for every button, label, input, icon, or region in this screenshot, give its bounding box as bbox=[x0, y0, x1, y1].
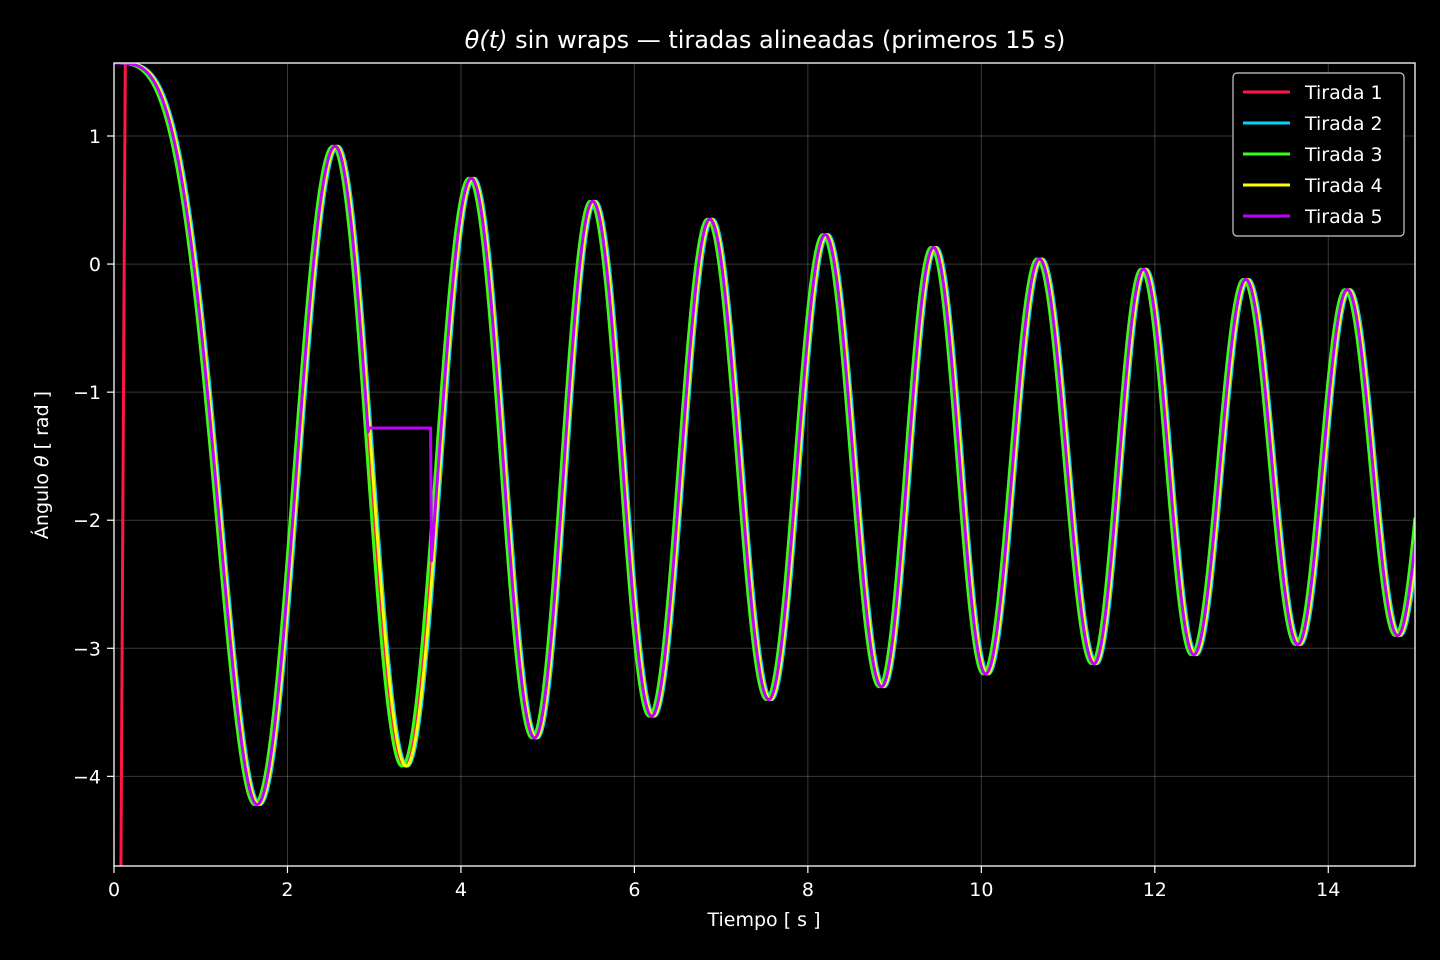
legend-label-tirada-2: Tirada 2 bbox=[1304, 113, 1383, 135]
chart-title: θ(t) sin wraps — tiradas alineadas (prim… bbox=[465, 26, 1066, 54]
x-axis-label: Tiempo [ s ] bbox=[706, 909, 820, 931]
series-group bbox=[114, 63, 1415, 866]
y-axis-label-symbol: θ bbox=[31, 455, 53, 467]
series-line-tirada-3 bbox=[114, 63, 1415, 807]
y-axis-label: Ángulo θ [ rad ] bbox=[30, 391, 53, 539]
series-line-tirada-4 bbox=[114, 63, 1415, 807]
x-tick-label: 0 bbox=[108, 879, 120, 901]
plot-frame bbox=[113, 62, 1416, 867]
x-tick-label: 10 bbox=[969, 879, 993, 901]
x-tick-label: 6 bbox=[628, 879, 640, 901]
y-axis-label-suffix: [ rad ] bbox=[31, 391, 53, 455]
y-axis-label-prefix: Ángulo bbox=[30, 467, 53, 539]
x-tick-label: 4 bbox=[455, 879, 467, 901]
ticks: 0 2 4 6 8 10 12 14 −4 −3 −2 −1 0 1 bbox=[73, 126, 1340, 901]
legend-label-tirada-3: Tirada 3 bbox=[1304, 144, 1383, 166]
x-tick-label: 8 bbox=[802, 879, 814, 901]
legend: Tirada 1 Tirada 2 Tirada 3 Tirada 4 Tirada 5 bbox=[1232, 72, 1405, 237]
y-tick-label: −3 bbox=[73, 638, 101, 660]
legend-label-tirada-5: Tirada 5 bbox=[1304, 206, 1383, 228]
y-tick-label: −1 bbox=[73, 382, 101, 404]
y-tick-label: −4 bbox=[73, 766, 101, 788]
chart-title-text: sin wraps — tiradas alineadas (primeros … bbox=[507, 26, 1065, 54]
legend-label-tirada-1: Tirada 1 bbox=[1304, 82, 1383, 104]
legend-label-tirada-4: Tirada 4 bbox=[1304, 175, 1383, 197]
y-tick-label: −2 bbox=[73, 510, 101, 532]
chart-title-symbol: θ(t) bbox=[465, 26, 508, 54]
x-tick-label: 2 bbox=[281, 879, 293, 901]
x-tick-label: 12 bbox=[1143, 879, 1167, 901]
y-tick-label: 1 bbox=[89, 126, 101, 148]
legend-frame bbox=[1232, 72, 1405, 237]
x-tick-label: 14 bbox=[1316, 879, 1340, 901]
y-tick-label: 0 bbox=[89, 254, 101, 276]
series-line-tirada-5 bbox=[114, 63, 1415, 807]
